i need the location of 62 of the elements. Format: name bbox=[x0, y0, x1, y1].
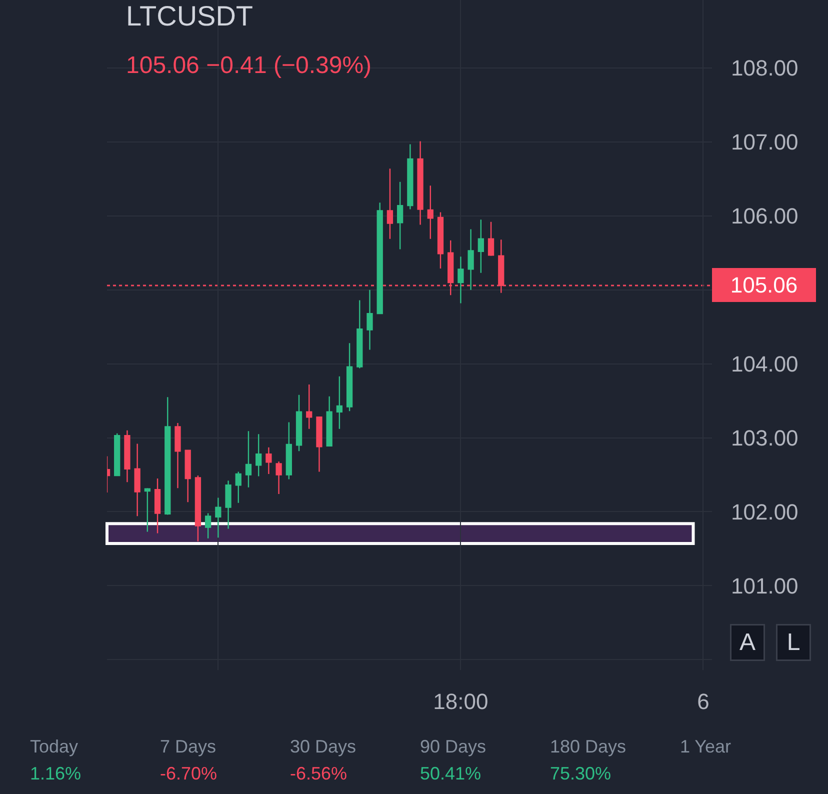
y-tick-label: 108.00 bbox=[731, 56, 798, 81]
candlestick bbox=[468, 228, 474, 290]
text: 75.30% bbox=[550, 764, 612, 784]
candlestick bbox=[396, 181, 404, 250]
chart-title: LTCUSDT bbox=[126, 0, 254, 32]
text: 1.16% bbox=[30, 764, 82, 784]
candlestick bbox=[164, 396, 171, 516]
candlestick bbox=[326, 396, 332, 447]
category-label: Today bbox=[30, 736, 78, 757]
y-tick-label: 102.00 bbox=[731, 499, 798, 524]
x-tick-label: 6 bbox=[697, 689, 710, 714]
candlestick bbox=[417, 140, 424, 226]
candlestick bbox=[478, 219, 484, 274]
category-label: 180 Days bbox=[550, 736, 626, 757]
text: L bbox=[786, 629, 800, 656]
category-label: 30 Days bbox=[290, 736, 356, 757]
candlestick bbox=[336, 376, 343, 430]
candlestick bbox=[386, 168, 394, 240]
y-tick-label: 107.00 bbox=[731, 130, 798, 155]
candlestick bbox=[346, 342, 353, 412]
candlestick bbox=[114, 432, 120, 476]
category-label: 1 Year bbox=[680, 736, 732, 757]
text: A bbox=[739, 629, 756, 656]
candlestick bbox=[376, 202, 383, 314]
candlestick bbox=[225, 480, 232, 530]
y-tick-label: 106.00 bbox=[731, 204, 798, 229]
y-tick-label: 104.00 bbox=[731, 352, 798, 377]
category-label: 90 Days bbox=[420, 736, 486, 757]
candlestick bbox=[316, 416, 322, 472]
candlestick bbox=[296, 394, 302, 452]
candlestick bbox=[154, 478, 161, 534]
text: 50.41% bbox=[420, 764, 482, 784]
candlestick bbox=[144, 487, 150, 532]
candlestick bbox=[437, 212, 444, 270]
candlestick bbox=[184, 450, 191, 503]
x-tick-label: 18:00 bbox=[433, 689, 488, 714]
text: 105.06 −0.41 (−0.39%) bbox=[126, 52, 372, 79]
candlestick bbox=[356, 300, 363, 369]
y-tick-label: 103.00 bbox=[731, 425, 798, 450]
candlestick bbox=[134, 443, 140, 517]
candlestick bbox=[256, 433, 262, 477]
y-tick-label: 101.00 bbox=[731, 573, 798, 598]
candlestick bbox=[245, 430, 252, 488]
candlestick bbox=[407, 144, 414, 210]
candlestick bbox=[204, 512, 212, 539]
candlestick bbox=[488, 221, 494, 256]
candlestick bbox=[427, 185, 434, 240]
candlestick bbox=[266, 446, 272, 475]
candlestick bbox=[276, 460, 282, 495]
candlestick bbox=[174, 422, 181, 489]
candlestick bbox=[235, 471, 242, 504]
candlestick bbox=[286, 422, 292, 480]
ref-line-label: 105.06 bbox=[730, 272, 798, 298]
candlestick bbox=[366, 289, 373, 350]
category-label: 7 Days bbox=[160, 736, 216, 757]
candlestick bbox=[194, 474, 202, 542]
text: -6.56% bbox=[290, 764, 348, 784]
text: -6.70% bbox=[160, 764, 218, 784]
candlestick bbox=[215, 497, 222, 538]
candlestick bbox=[458, 256, 464, 304]
candlestick bbox=[124, 430, 130, 483]
candlestick bbox=[306, 384, 312, 430]
